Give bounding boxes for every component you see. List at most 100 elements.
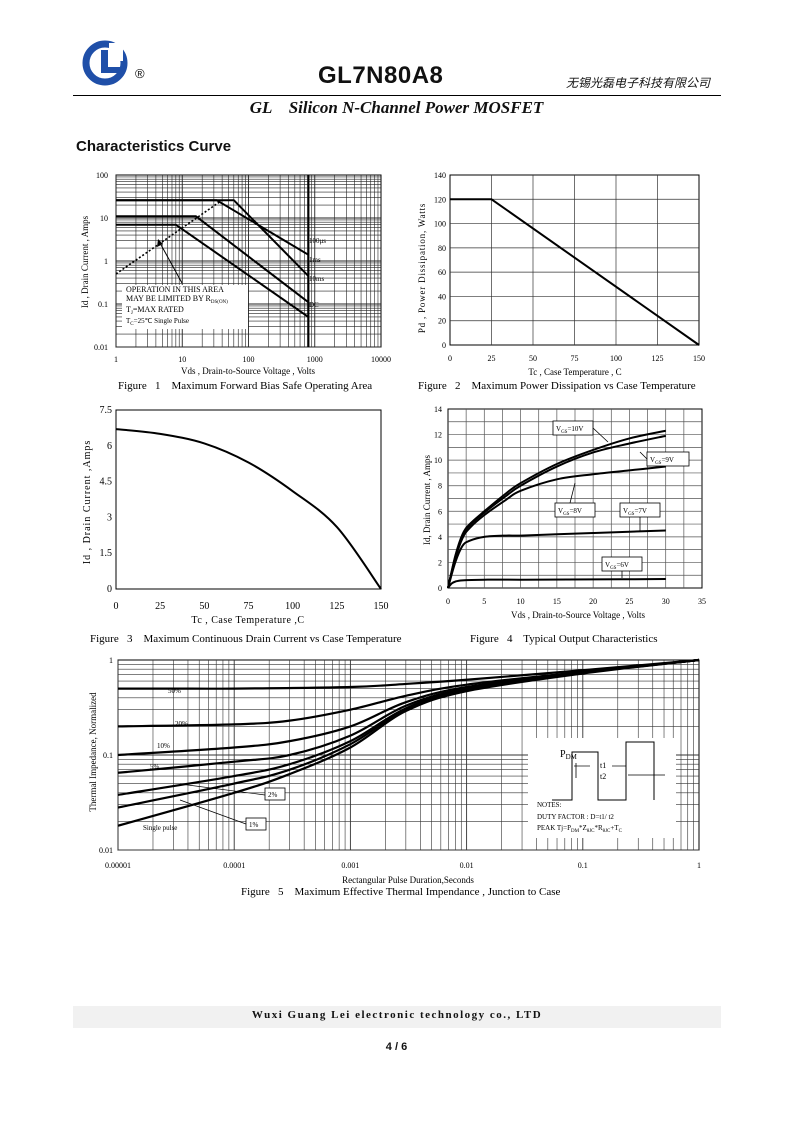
fig5-label-5: 5% bbox=[150, 763, 160, 771]
fig5-inset-t2: t2 bbox=[600, 772, 606, 781]
fig4-ylabel: Id, Drain Current , Amps bbox=[422, 455, 432, 545]
fig5-label-2-box bbox=[264, 787, 286, 801]
y-tick-label: 4 bbox=[438, 533, 442, 542]
y-tick-label: 0.01 bbox=[94, 343, 108, 352]
fig5-xtick-labels: 0.00001 0.0001 0.001 0.01 0.1 1 bbox=[105, 861, 701, 870]
fig1-annot-line4: TC=25℃ Single Pulse bbox=[126, 317, 189, 327]
fig5-notes-peak: PEAK Tj=PDM*ZθJC*RθJC+TC bbox=[537, 824, 623, 834]
x-tick-label: 150 bbox=[693, 354, 705, 363]
y-tick-label: 80 bbox=[438, 244, 446, 253]
fig4-label-8v: VGS=8V bbox=[554, 502, 596, 518]
fig5-caption: Figure 5 Maximum Effective Thermal Impen… bbox=[241, 886, 561, 898]
fig1-annot-line1: OPERATION IN THIS AREA bbox=[126, 285, 224, 294]
y-tick-label: 8 bbox=[438, 482, 442, 491]
fig1-label-dc: DC bbox=[309, 301, 319, 309]
y-tick-label: 3 bbox=[107, 512, 112, 523]
x-tick-label: 100 bbox=[610, 354, 622, 363]
y-tick-label: 1.5 bbox=[100, 548, 113, 559]
fig2-xtick-labels: 0 25 50 75 100 125 150 bbox=[448, 354, 705, 363]
fig1-annotation-box bbox=[122, 285, 248, 329]
fig5-inset-t1: t1 bbox=[600, 761, 606, 770]
fig3-xlabel: Tc , Case Temperature ,C bbox=[191, 615, 304, 626]
x-tick-label: 125 bbox=[329, 601, 344, 612]
y-tick-label: 0 bbox=[107, 584, 112, 595]
svg-text:VGS=9V: VGS=9V bbox=[650, 456, 674, 466]
company-logo bbox=[82, 40, 128, 86]
fig2-ytick-labels: 140 120 100 80 60 40 20 0 bbox=[434, 171, 446, 350]
fig1-series-2 bbox=[116, 215, 309, 303]
x-tick-label: 0.1 bbox=[578, 861, 588, 870]
x-tick-label: 0.00001 bbox=[105, 861, 131, 870]
section-title: Characteristics Curve bbox=[76, 138, 232, 155]
fig1-annotation-arrow bbox=[159, 242, 183, 284]
fig5-xlabel: Rectangular Pulse Duration,Seconds bbox=[342, 875, 474, 885]
fig5-label-2: 2% bbox=[268, 791, 278, 799]
y-tick-label: 100 bbox=[434, 220, 446, 229]
x-tick-label: 10000 bbox=[371, 355, 391, 364]
x-tick-label: 10 bbox=[178, 355, 186, 364]
fig5-label-single: Single pulse bbox=[143, 824, 177, 832]
fig5-label-50: 50% bbox=[168, 687, 181, 695]
y-tick-label: 12 bbox=[434, 431, 442, 440]
y-tick-label: 40 bbox=[438, 292, 446, 301]
x-tick-label: 50 bbox=[199, 601, 209, 612]
y-tick-label: 4.5 bbox=[100, 477, 113, 488]
fig5-label-20: 20% bbox=[175, 720, 188, 728]
footer-company: Wuxi Guang Lei electronic technology co.… bbox=[251, 1009, 543, 1021]
fig4-series-3 bbox=[447, 529, 666, 589]
fig1-xlabel: Vds , Drain-to-Source Voltage , Volts bbox=[181, 366, 316, 376]
x-tick-label: 125 bbox=[652, 354, 664, 363]
fig2-caption: Figure 2 Maximum Power Dissipation vs Ca… bbox=[418, 380, 696, 392]
y-tick-label: 2 bbox=[438, 558, 442, 567]
header-rule bbox=[73, 95, 721, 96]
part-number: GL7N80A8 bbox=[318, 62, 444, 89]
x-tick-label: 15 bbox=[553, 597, 561, 606]
x-tick-label: 0 bbox=[114, 601, 119, 612]
y-tick-label: 10 bbox=[434, 456, 442, 465]
y-tick-label: 1 bbox=[104, 257, 108, 266]
fig1-arrow-head bbox=[157, 239, 163, 247]
fig5-series-6 bbox=[117, 658, 700, 827]
svg-text:VGS=10V: VGS=10V bbox=[556, 425, 583, 435]
fig3-caption: Figure 3 Maximum Continuous Drain Curren… bbox=[90, 633, 402, 645]
fig5-inset-pdm: PDM bbox=[560, 749, 578, 761]
document-subtitle: GL Silicon N-Channel Power MOSFET bbox=[249, 98, 544, 117]
x-tick-label: 1 bbox=[114, 355, 118, 364]
x-tick-label: 0.01 bbox=[460, 861, 474, 870]
fig5-series-0 bbox=[117, 658, 700, 690]
y-tick-label: 14 bbox=[434, 405, 442, 414]
fig4-xtick-labels: 0 5 10 15 20 25 30 35 bbox=[446, 597, 706, 606]
x-tick-label: 100 bbox=[285, 601, 300, 612]
y-tick-label: 10 bbox=[100, 214, 108, 223]
fig1-label-100us: 100μs bbox=[309, 237, 326, 245]
x-tick-label: 20 bbox=[589, 597, 597, 606]
svg-text:VGS=8V: VGS=8V bbox=[558, 507, 582, 517]
fig3-xtick-labels: 0 25 50 75 100 125 150 bbox=[114, 601, 389, 612]
x-tick-label: 150 bbox=[374, 601, 389, 612]
fig1-label-1ms: 1ms bbox=[309, 256, 321, 264]
fig4-label-9v: VGS=9V bbox=[646, 451, 690, 467]
company-name-cn: 无锡光磊电子科技有限公司 bbox=[566, 76, 711, 90]
fig5-pulse-waveform bbox=[552, 741, 655, 801]
y-tick-label: 100 bbox=[96, 171, 108, 180]
fig4-series-2 bbox=[447, 465, 666, 589]
fig4-label-6v: VGS=6V bbox=[601, 556, 643, 572]
fig1-annot-line3: TJ=MAX RATED bbox=[126, 305, 184, 316]
figure-2: 140 120 100 80 60 40 20 0 0 25 50 75 100 125 150 Tc ,… bbox=[417, 171, 705, 377]
y-tick-label: 140 bbox=[434, 171, 446, 180]
fig4-curves bbox=[447, 429, 666, 589]
x-tick-label: 100 bbox=[243, 355, 255, 364]
fig4-label-10v: VGS=10V bbox=[552, 420, 594, 436]
y-tick-label: 120 bbox=[434, 195, 446, 204]
fig3-ytick-labels: 7.5 6 4.5 3 1.5 0 bbox=[100, 405, 113, 595]
svg-text:VGS=7V: VGS=7V bbox=[623, 507, 647, 517]
fig2-ylabel: Pd , Power Dissipation, Watts bbox=[417, 203, 427, 333]
fig1-series-1 bbox=[116, 199, 310, 277]
x-tick-label: 25 bbox=[155, 601, 165, 612]
fig5-curves bbox=[117, 658, 700, 827]
x-tick-label: 10 bbox=[517, 597, 525, 606]
fig1-ytick-labels: 100 10 1 0.1 0.01 bbox=[94, 171, 108, 352]
fig2-xlabel: Tc , Case Temperature , C bbox=[528, 367, 621, 377]
y-tick-label: 0.1 bbox=[103, 751, 113, 760]
fig5-label-10: 10% bbox=[157, 742, 170, 750]
